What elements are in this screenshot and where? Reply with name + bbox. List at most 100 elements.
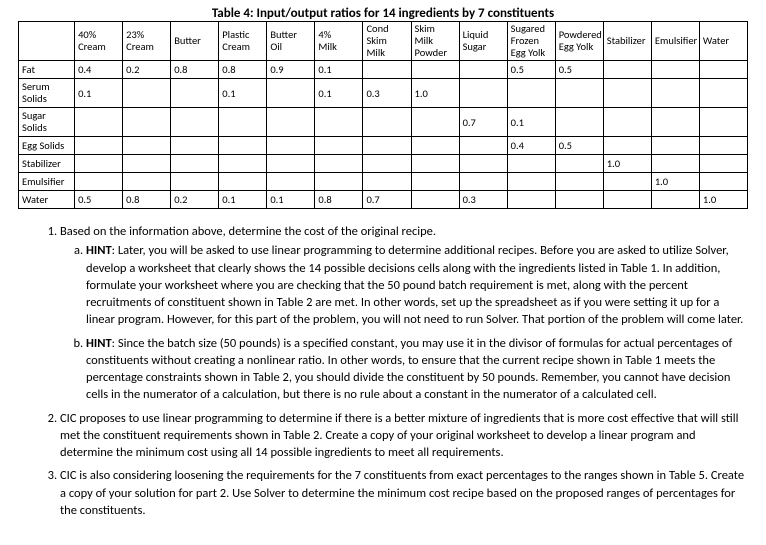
table-cell — [75, 173, 123, 191]
table-cell — [699, 108, 747, 137]
q1b-text: : Since the batch size (50 pounds) is a … — [86, 336, 732, 403]
table-cell — [603, 108, 651, 137]
table-cell — [411, 173, 459, 191]
table-cell — [555, 191, 603, 209]
table-cell — [171, 173, 219, 191]
table-cell — [75, 108, 123, 137]
hint-label: HINT — [86, 336, 112, 351]
question-3: CIC is also considering loosening the re… — [60, 467, 748, 519]
table-cell — [363, 137, 411, 155]
column-header: 4%Milk — [315, 22, 363, 61]
column-header: 40%Cream — [75, 22, 123, 61]
table-cell — [411, 191, 459, 209]
table-cell — [603, 137, 651, 155]
column-header: Emulsifier — [651, 22, 699, 61]
column-header: LiquidSugar — [459, 22, 507, 61]
table-cell — [363, 108, 411, 137]
table-cell — [651, 155, 699, 173]
table-cell — [267, 137, 315, 155]
table-cell — [651, 191, 699, 209]
column-header: PlasticCream — [219, 22, 267, 61]
column-header: ButterOil — [267, 22, 315, 61]
table-cell: 0.8 — [219, 61, 267, 79]
table-title: Table 4: Input/output ratios for 14 ingr… — [18, 6, 748, 21]
table-cell: 0.4 — [507, 137, 555, 155]
table-cell — [651, 137, 699, 155]
table-cell — [219, 137, 267, 155]
q1-intro: Based on the information above, determin… — [60, 224, 436, 239]
table-cell — [459, 155, 507, 173]
table-cell — [699, 79, 747, 108]
table-cell — [699, 155, 747, 173]
table-cell — [75, 137, 123, 155]
table-cell — [315, 137, 363, 155]
table-cell — [219, 108, 267, 137]
table-cell: 1.0 — [411, 79, 459, 108]
table-cell: 1.0 — [699, 191, 747, 209]
column-header: Stabilizer — [603, 22, 651, 61]
table-cell — [315, 173, 363, 191]
row-label: Egg Solids — [19, 137, 75, 155]
table-cell: 0.1 — [315, 79, 363, 108]
table-cell: 0.5 — [555, 137, 603, 155]
table-cell — [267, 108, 315, 137]
table-cell: 0.3 — [363, 79, 411, 108]
table-cell — [411, 155, 459, 173]
table-cell — [363, 61, 411, 79]
table-cell — [699, 173, 747, 191]
table-cell — [75, 155, 123, 173]
table-cell — [363, 173, 411, 191]
row-label: Emulsifier — [19, 173, 75, 191]
table-cell: 0.8 — [123, 191, 171, 209]
table-cell — [699, 137, 747, 155]
table-cell: 0.1 — [219, 191, 267, 209]
table-cell: 0.1 — [219, 79, 267, 108]
table-cell: 0.3 — [459, 191, 507, 209]
column-header: Skim MilkPowder — [411, 22, 459, 61]
table-cell — [123, 155, 171, 173]
table-cell: 0.8 — [171, 61, 219, 79]
column-header: Sugared FrozenEgg Yolk — [507, 22, 555, 61]
table-cell — [123, 137, 171, 155]
table-cell — [507, 155, 555, 173]
table-cell — [315, 155, 363, 173]
table-row: Water0.50.80.20.10.10.80.70.31.0 — [19, 191, 748, 209]
table-cell — [411, 108, 459, 137]
table-cell — [507, 191, 555, 209]
table-cell — [603, 61, 651, 79]
table-cell — [603, 191, 651, 209]
hint-label: HINT — [86, 243, 112, 258]
table-cell — [555, 79, 603, 108]
table-cell: 0.4 — [75, 61, 123, 79]
table-cell — [411, 137, 459, 155]
table-cell — [171, 155, 219, 173]
table-cell — [555, 108, 603, 137]
q1a-text: : Later, you will be asked to use linear… — [86, 243, 743, 327]
table-cell: 0.9 — [267, 61, 315, 79]
table-cell: 0.5 — [75, 191, 123, 209]
table-cell — [459, 61, 507, 79]
table-cell — [123, 79, 171, 108]
question-1: Based on the information above, determin… — [60, 223, 748, 404]
table-cell — [555, 155, 603, 173]
table-cell: 0.1 — [315, 61, 363, 79]
table-cell: 0.8 — [315, 191, 363, 209]
table-body: Fat0.40.20.80.80.90.10.50.5SerumSolids0.… — [19, 61, 748, 209]
row-label: Water — [19, 191, 75, 209]
table-cell: 0.2 — [171, 191, 219, 209]
table-cell: 0.1 — [75, 79, 123, 108]
table-cell — [411, 61, 459, 79]
header-corner — [19, 22, 75, 61]
table-cell — [363, 155, 411, 173]
question-2: CIC proposes to use linear programming t… — [60, 410, 748, 462]
body-text: Based on the information above, determin… — [18, 223, 748, 519]
table-cell — [459, 137, 507, 155]
table-row: Egg Solids 0.40.5 — [19, 137, 748, 155]
table-cell: 0.5 — [555, 61, 603, 79]
table-cell: 0.2 — [123, 61, 171, 79]
table-cell — [171, 108, 219, 137]
column-header: PowderedEgg Yolk — [555, 22, 603, 61]
table-row: SerumSolids0.10.10.10.31.0 — [19, 79, 748, 108]
table-cell — [603, 79, 651, 108]
table-cell — [555, 173, 603, 191]
